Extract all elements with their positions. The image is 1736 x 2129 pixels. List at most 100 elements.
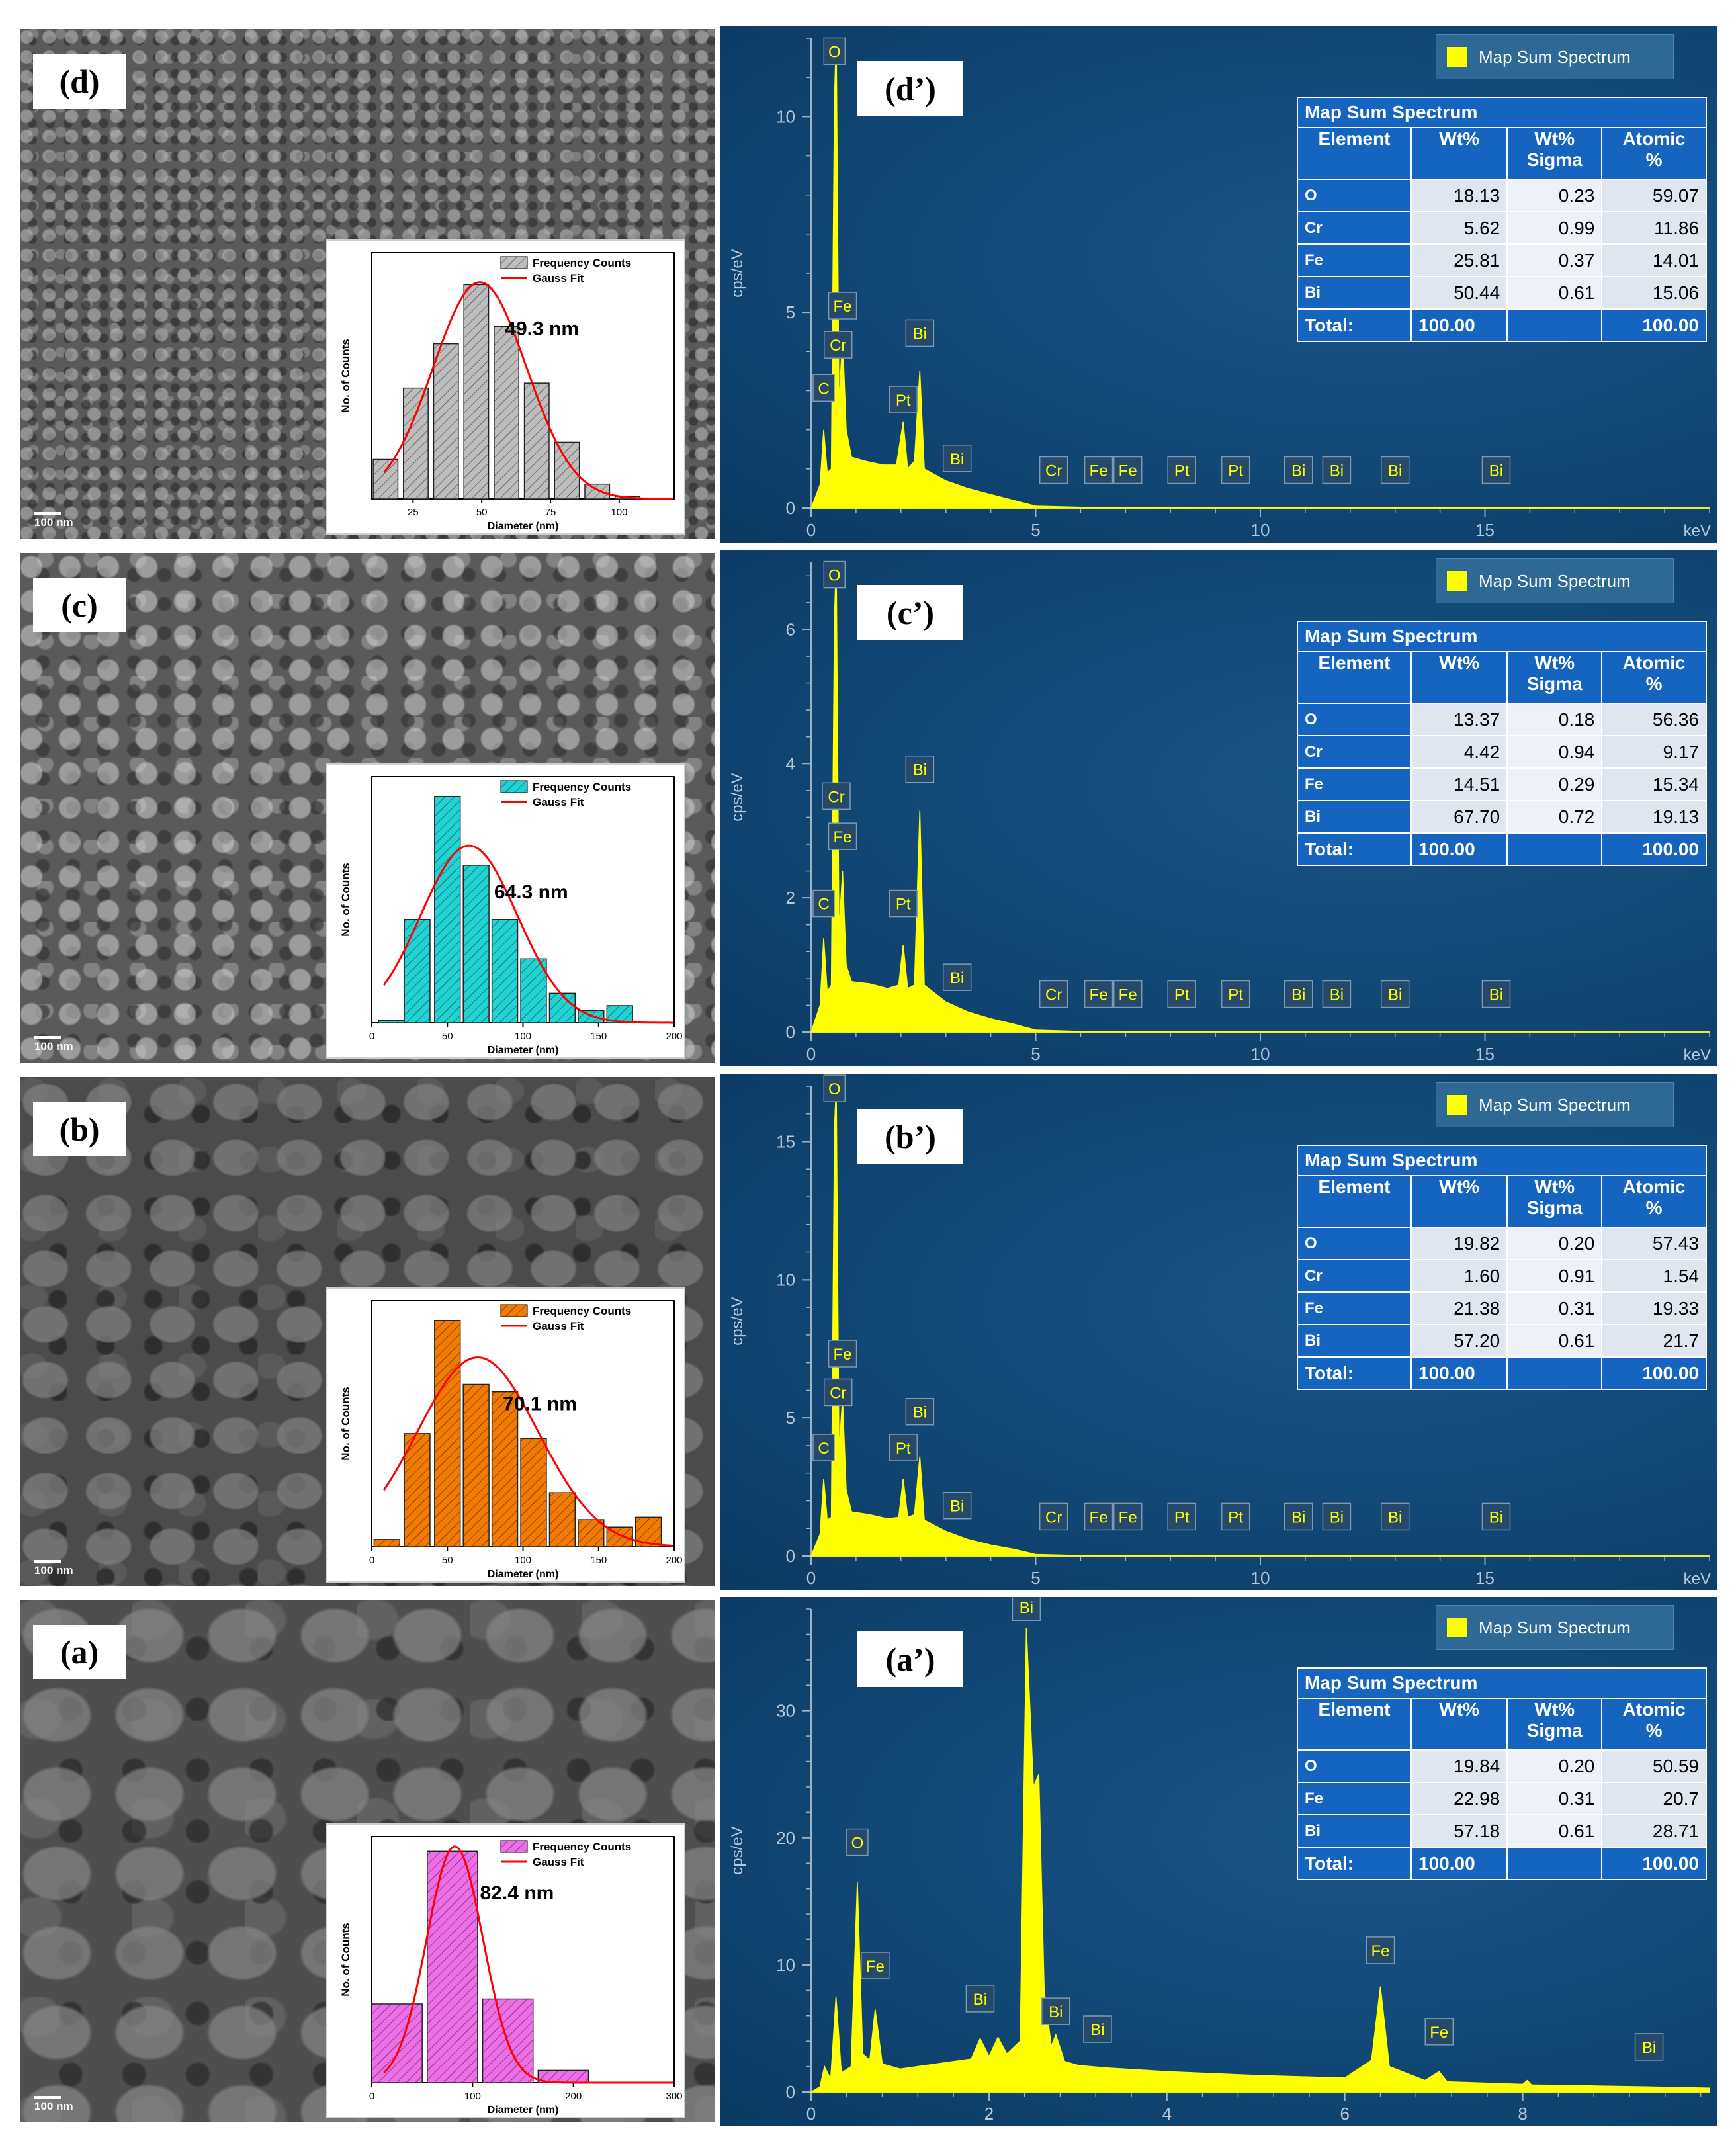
- peak-label: Pt: [1174, 986, 1190, 1004]
- peak-label: Cr: [1045, 1508, 1062, 1526]
- value-cell: 19.33: [1601, 1291, 1707, 1325]
- legend-fit-label: Gauss Fit: [533, 1320, 584, 1332]
- peak-label-box: [1041, 1997, 1070, 2025]
- mean-diameter-annotation: 82.4 nm: [480, 1882, 554, 1904]
- peak-label-box: [1039, 456, 1068, 484]
- sem-panel-label: (a): [33, 1625, 126, 1679]
- eds-panel-label: (b’): [857, 1109, 963, 1164]
- element-cell: Cr: [1297, 735, 1412, 769]
- value-cell: 0.18: [1506, 703, 1603, 736]
- peak-label-box: [1283, 1502, 1313, 1531]
- x-tick-label: 10: [1251, 1568, 1270, 1588]
- peak-label: Bi: [913, 325, 927, 343]
- histogram-bar: [373, 1539, 401, 1547]
- value-cell: 59.07: [1601, 179, 1707, 212]
- legend-fit-label: Gauss Fit: [533, 1856, 584, 1868]
- peak-label-box: [905, 319, 935, 347]
- table-row: Bi 67.70 0.72 19.13: [1297, 800, 1707, 834]
- element-cell: Fe: [1297, 243, 1412, 277]
- value-cell: 0.31: [1506, 1291, 1603, 1325]
- table-header-cell: Wt% Sigma: [1506, 1698, 1603, 1751]
- legend-label: Map Sum Spectrum: [1479, 1094, 1631, 1115]
- peak-label-box: [942, 1491, 972, 1520]
- histogram-y-label: No. of Counts: [339, 1387, 352, 1460]
- x-tick-label: 15: [1475, 1044, 1495, 1064]
- peak-label: Bi: [1489, 1508, 1503, 1526]
- eds-panel-label: (d’): [857, 61, 963, 116]
- spectrum-legend: Map Sum Spectrum: [1436, 558, 1674, 603]
- spectrum-legend: Map Sum Spectrum: [1436, 34, 1674, 79]
- total-cell: Total:: [1297, 1847, 1412, 1880]
- peak-label: Cr: [1045, 462, 1062, 480]
- histogram-bar: [494, 326, 520, 500]
- peak-label: Fe: [866, 1958, 885, 1976]
- peak-label-box: [1084, 1502, 1113, 1531]
- figure-row: (d) 100 nm 25 50 75 100 Diameter (nm) No. of Co…: [0, 22, 1736, 545]
- size-histogram: 0 50 100 150 200 Diameter (nm) No. of Counts Fr…: [326, 1287, 685, 1583]
- peak-label: Bi: [1489, 986, 1503, 1004]
- peak-label: Fe: [834, 1346, 852, 1364]
- table-row: Cr 1.60 0.91 1.54: [1297, 1259, 1707, 1293]
- spectrum-area: [810, 562, 1710, 1033]
- table-header-cell: Wt%: [1410, 1175, 1508, 1228]
- x-axis-label: keV: [1684, 1046, 1711, 1064]
- legend-bar-swatch: [500, 256, 528, 269]
- element-cell: Fe: [1297, 767, 1412, 801]
- element-cell: Bi: [1297, 1814, 1412, 1848]
- peak-label-box: [1366, 1936, 1395, 1964]
- table-row: Cr 5.62 0.99 11.86: [1297, 211, 1707, 245]
- element-cell: Cr: [1297, 211, 1412, 245]
- legend-fit-label: Gauss Fit: [533, 272, 584, 284]
- y-axis-label: cps/eV: [728, 1826, 746, 1874]
- table-header-cell: Atomic%: [1601, 127, 1707, 180]
- histogram-y-label: No. of Counts: [339, 863, 352, 936]
- x-tick-label: 5: [1031, 1568, 1040, 1588]
- total-cell: 100.00: [1410, 1847, 1508, 1880]
- composition-table: Map Sum Spectrum Element Wt% Wt% Sigma Atomic…: [1297, 1145, 1707, 1390]
- peak-label: Cr: [830, 337, 846, 355]
- value-cell: 20.7: [1601, 1782, 1707, 1815]
- peak-label: Pt: [1228, 1508, 1243, 1526]
- peak-label: O: [828, 567, 841, 585]
- histogram-svg: 0 100 200 300 Diameter (nm) No. of Counts Freq…: [339, 1836, 683, 2116]
- peak-label-box: [1481, 456, 1511, 484]
- y-tick-label: 0: [786, 1022, 795, 1042]
- peak-label-box: [1322, 980, 1352, 1008]
- peak-label-box: [1113, 456, 1143, 484]
- histogram-bar: [378, 1020, 405, 1023]
- value-cell: 0.72: [1506, 800, 1603, 834]
- peak-label-box: [889, 386, 918, 413]
- peak-label: Bi: [1642, 2039, 1656, 2057]
- histogram-x-tick-label: 75: [545, 507, 556, 518]
- value-cell: 0.31: [1506, 1782, 1603, 1815]
- peak-label: Fe: [1090, 462, 1108, 480]
- x-tick-label: 0: [806, 2104, 816, 2124]
- peak-label-box: [1634, 2033, 1664, 2061]
- value-cell: 19.84: [1410, 1749, 1508, 1783]
- peak-label: Fe: [834, 298, 852, 316]
- figure-row: (b) 100 nm 0 50 100 150 200 Diameter (nm) No. of…: [0, 1070, 1736, 1593]
- peak-label-box: [1012, 1597, 1041, 1621]
- value-cell: 14.01: [1601, 243, 1707, 277]
- scale-bar: 100 nm: [34, 1036, 73, 1053]
- value-cell: 13.37: [1410, 703, 1508, 736]
- total-cell: 100.00: [1410, 308, 1508, 342]
- value-cell: 28.71: [1601, 1814, 1707, 1848]
- peak-label: Fe: [834, 828, 852, 846]
- figure-row: (c) 100 nm 0 50 100 150 200 Diameter (nm) No. of…: [0, 546, 1736, 1069]
- y-tick-label: 20: [776, 1828, 795, 1848]
- composition-table: Map Sum Spectrum Element Wt% Wt% Sigma Atomic…: [1297, 621, 1707, 866]
- peak-label: Pt: [1174, 462, 1190, 480]
- peak-label-box: [942, 445, 972, 472]
- peak-label-box: [828, 292, 857, 320]
- peak-label: Bi: [950, 969, 964, 987]
- histogram-x-tick-label: 0: [369, 1031, 374, 1042]
- peak-label: Bi: [1489, 462, 1503, 480]
- histogram-x-tick-label: 300: [666, 2091, 682, 2102]
- peak-label: Fe: [1119, 462, 1137, 480]
- total-cell: 100.00: [1410, 832, 1508, 866]
- peak-label-box: [965, 1985, 995, 2013]
- value-cell: 14.51: [1410, 767, 1508, 801]
- value-cell: 5.62: [1410, 211, 1508, 245]
- histogram-bar: [463, 284, 490, 500]
